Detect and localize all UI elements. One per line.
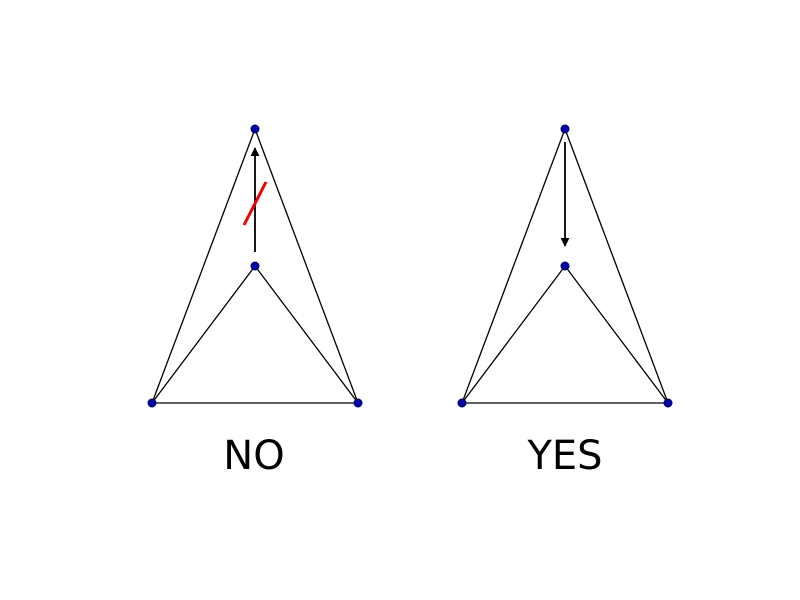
edge-left-outer-right: [254, 128, 359, 404]
vertex-top: [560, 124, 570, 134]
vertex-bottom-left: [147, 398, 157, 408]
edge-right-inner-right: [564, 265, 669, 404]
panel-no: [147, 124, 363, 408]
vertex-top: [250, 124, 260, 134]
edge-left-inner-left: [151, 265, 256, 404]
edge-right-outer-left: [461, 128, 566, 404]
edge-left-outer-left: [151, 128, 256, 404]
caption-yes: YES: [527, 433, 603, 479]
vertex-bottom-left: [457, 398, 467, 408]
vertex-bottom-right: [353, 398, 363, 408]
panel-yes: [457, 124, 673, 408]
vertex-bottom-right: [663, 398, 673, 408]
cross-out-mark: [242, 181, 268, 226]
vertex-inner: [250, 261, 260, 271]
edge-right-inner-left: [461, 265, 566, 404]
caption-no: NO: [223, 433, 285, 479]
edge-right-outer-right: [564, 128, 669, 404]
vertex-inner: [560, 261, 570, 271]
edge-left-inner-right: [254, 265, 359, 404]
